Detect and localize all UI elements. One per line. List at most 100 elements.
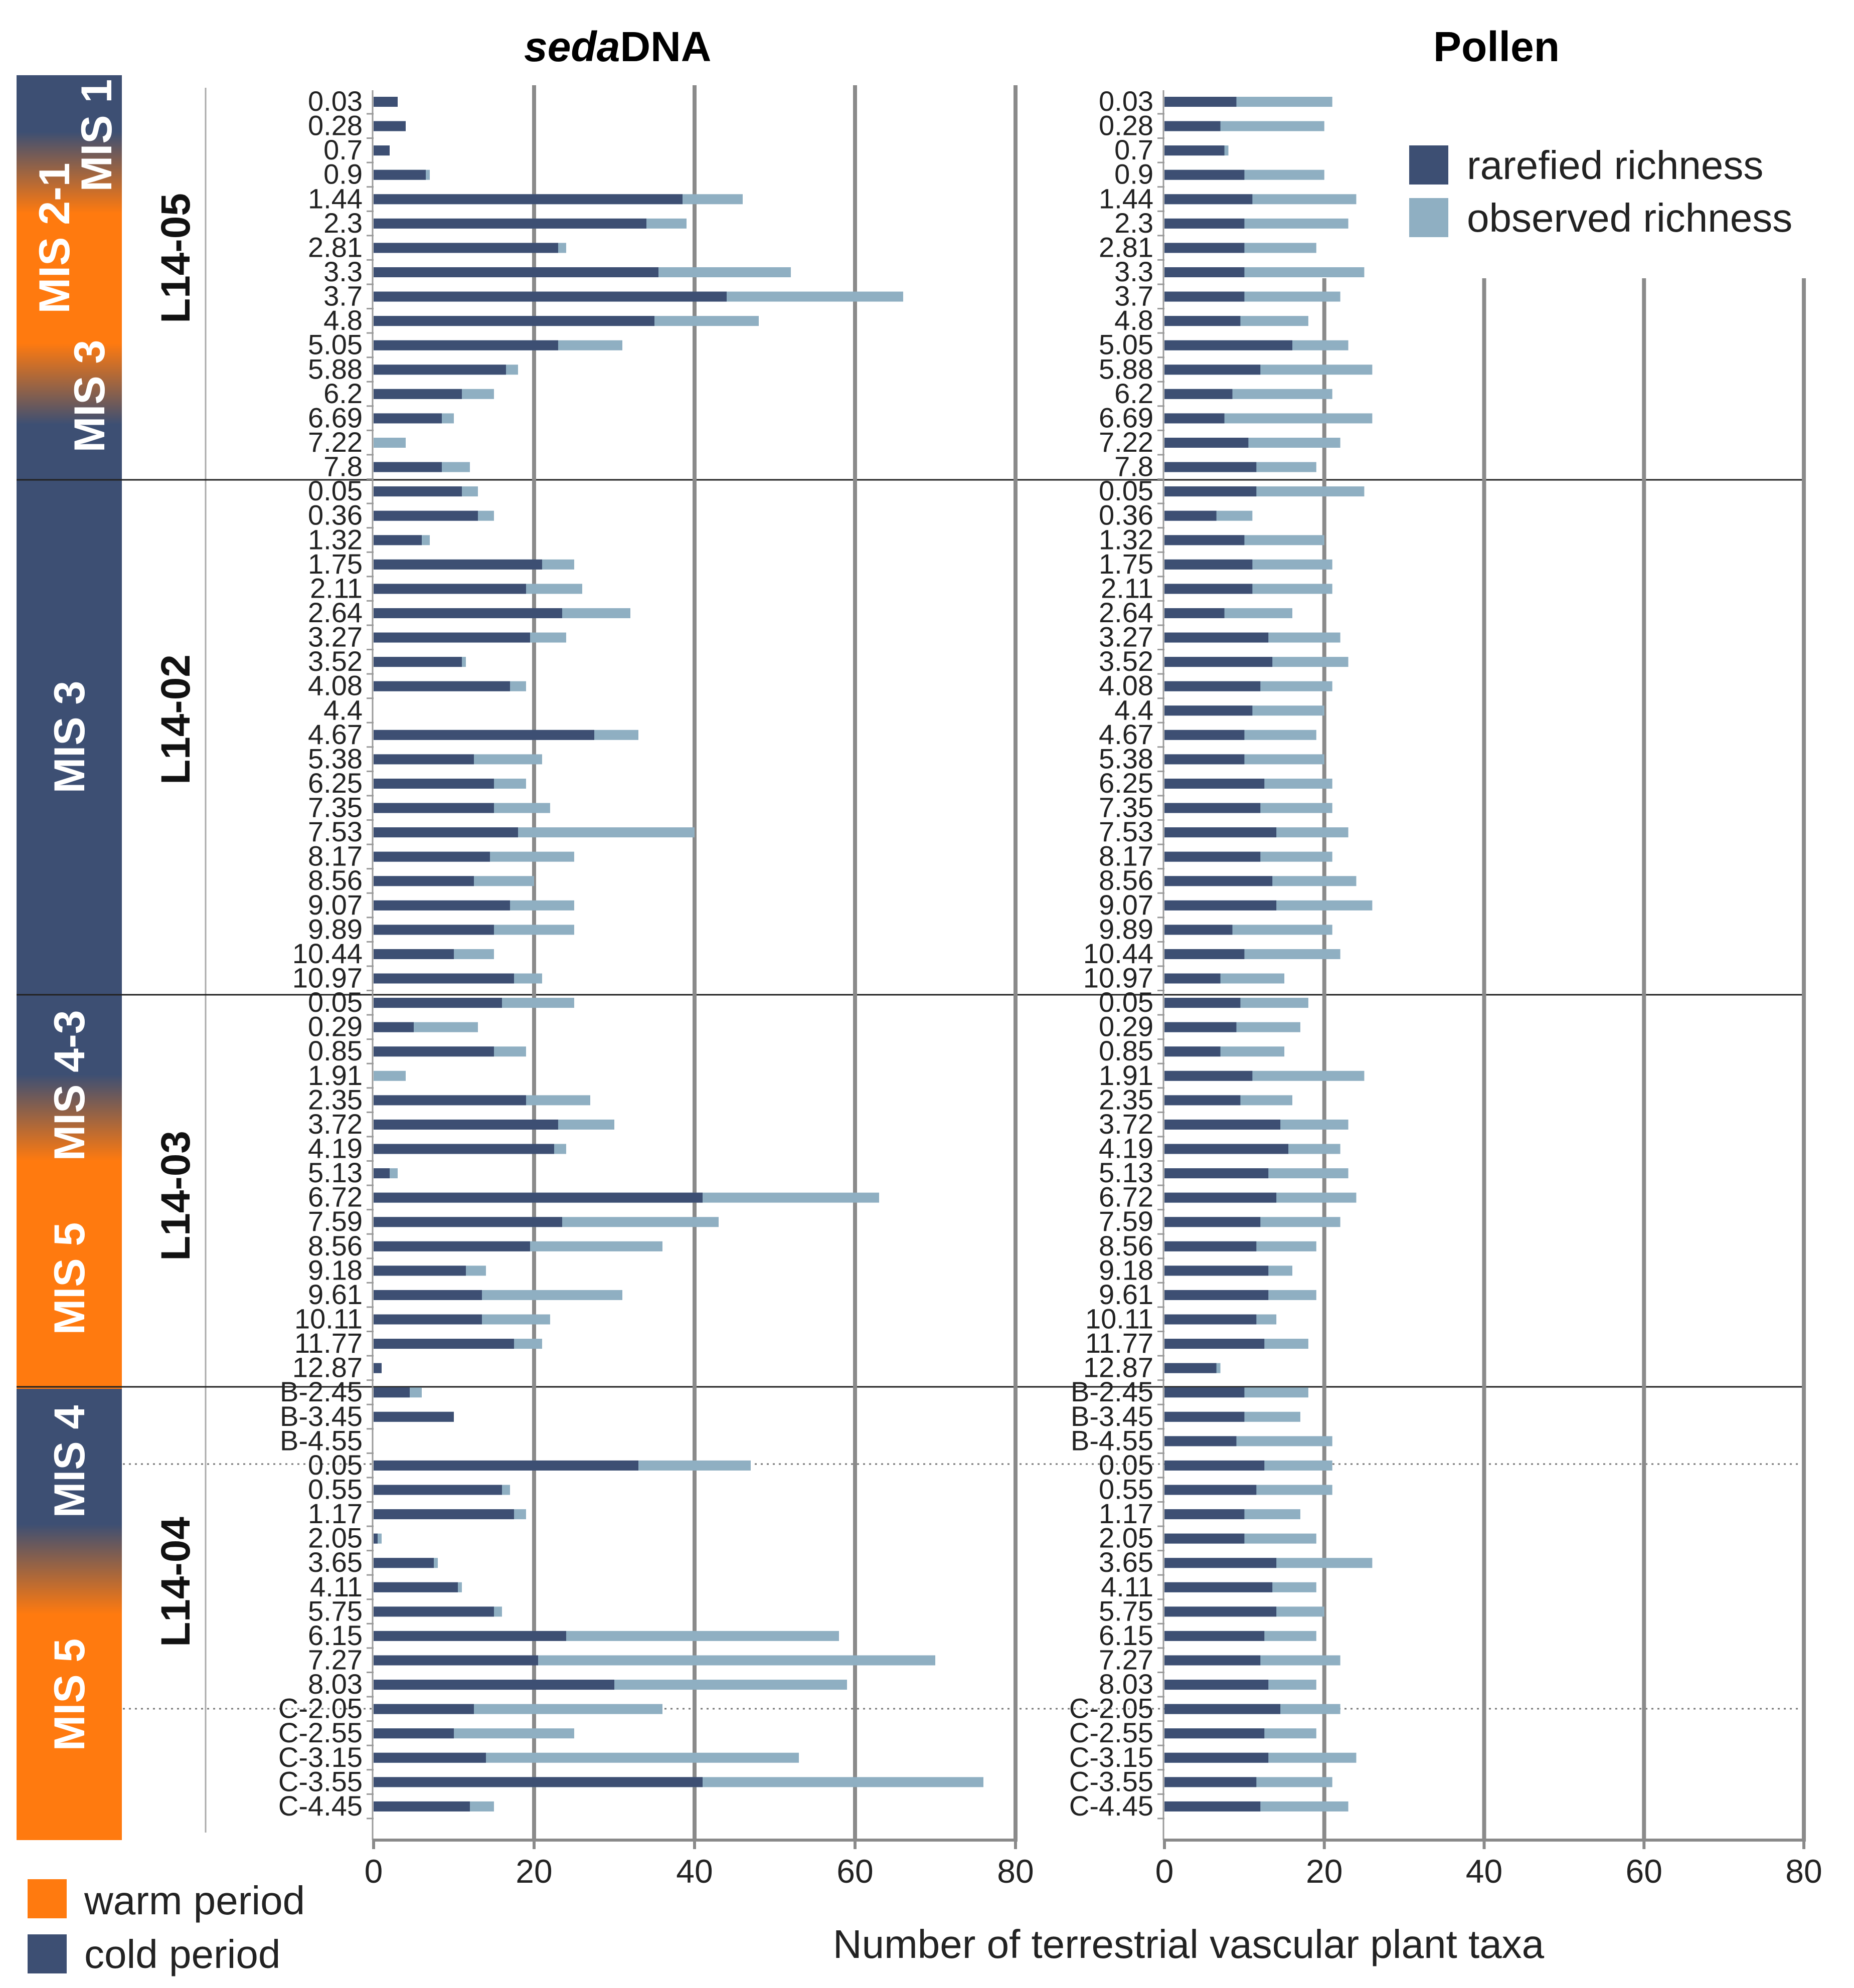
pollen-category-label: 2.35 <box>1099 1083 1153 1115</box>
pollen-x-tick-label: 80 <box>1785 1853 1822 1890</box>
sedadna-category-label: 3.7 <box>323 280 363 312</box>
pollen-rarefied-bar <box>1164 1752 1269 1763</box>
pollen-rarefied-bar <box>1164 340 1292 350</box>
sedadna-rarefied-bar <box>374 1631 566 1641</box>
pollen-rarefied-bar <box>1164 1655 1261 1666</box>
pollen-category-label: 4.19 <box>1099 1133 1153 1164</box>
pollen-rarefied-bar <box>1164 1022 1237 1032</box>
sedadna-rarefied-bar <box>374 925 494 935</box>
pollen-category-label: 5.75 <box>1099 1595 1153 1626</box>
pollen-category-label: 5.38 <box>1099 743 1153 774</box>
sedadna-rarefied-bar <box>374 949 454 959</box>
sedadna-rarefied-bar <box>374 1095 526 1106</box>
sedadna-title-italic: seda <box>524 23 620 70</box>
sedadna-rarefied-bar <box>374 121 406 131</box>
sedadna-category-label: B-2.45 <box>280 1376 363 1407</box>
pollen-rarefied-bar <box>1164 827 1277 838</box>
legend-observed-swatch <box>1409 198 1448 237</box>
pollen-rarefied-bar <box>1164 973 1221 984</box>
sedadna-rarefied-bar <box>374 365 506 375</box>
pollen-rarefied-bar <box>1164 803 1261 813</box>
mis-label: MIS 2-1 <box>31 162 79 313</box>
sedadna-category-label: 10.44 <box>292 938 363 969</box>
sedadna-rarefied-bar <box>374 1460 638 1471</box>
pollen-rarefied-bar <box>1164 1631 1265 1641</box>
pollen-category-label: 11.77 <box>1085 1327 1153 1359</box>
sedadna-category-label: 0.7 <box>323 134 363 165</box>
sedadna-rarefied-bar <box>374 1728 454 1739</box>
sedadna-category-label: 4.8 <box>323 304 363 336</box>
sedadna-category-label: 5.13 <box>308 1157 363 1188</box>
pollen-category-label: 5.88 <box>1099 353 1153 385</box>
sedadna-rarefied-bar <box>374 730 594 740</box>
sedadna-rarefied-bar <box>374 608 562 618</box>
pollen-category-label: 7.22 <box>1099 426 1153 458</box>
pollen-category-label: B-3.45 <box>1071 1400 1153 1432</box>
core-label-l14-03: L14-03 <box>153 1131 199 1261</box>
pollen-rarefied-bar <box>1164 705 1253 716</box>
sedadna-rarefied-bar <box>374 1363 382 1373</box>
sedadna-rarefied-bar <box>374 243 558 253</box>
sedadna-category-label: 9.61 <box>308 1279 363 1310</box>
sedadna-category-label: 7.59 <box>308 1205 363 1237</box>
pollen-rarefied-bar <box>1164 608 1225 618</box>
sedadna-rarefied-bar <box>374 1704 474 1714</box>
sedadna-category-label: 1.91 <box>308 1059 363 1091</box>
sedadna-category-label: 2.81 <box>308 231 363 263</box>
sedadna-category-label: 9.18 <box>308 1254 363 1286</box>
pollen-category-label: 10.11 <box>1085 1303 1153 1335</box>
sedadna-rarefied-bar <box>374 803 494 813</box>
pollen-category-label: 1.32 <box>1099 523 1153 555</box>
core-label-l14-02: L14-02 <box>153 654 199 785</box>
sedadna-category-label: 2.64 <box>308 597 363 628</box>
sedadna-panel: 0 20 40 60 800.030.280.70.91.442.32.813.33.7… <box>278 85 1034 1890</box>
sedadna-rarefied-bar <box>374 1655 538 1666</box>
pollen-rarefied-bar <box>1164 1704 1281 1714</box>
sedadna-title-rest: DNA <box>620 23 712 70</box>
sedadna-rarefied-bar <box>374 1558 434 1568</box>
sedadna-rarefied-bar <box>374 1509 514 1520</box>
pollen-rarefied-bar <box>1164 267 1245 277</box>
pollen-category-label: 5.13 <box>1099 1157 1153 1188</box>
pollen-rarefied-bar <box>1164 1411 1245 1422</box>
sedadna-category-label: 2.35 <box>308 1083 363 1115</box>
mis-label: MIS 5 <box>46 1639 94 1751</box>
pollen-rarefied-bar <box>1164 97 1237 107</box>
pollen-category-label: 0.36 <box>1099 499 1153 531</box>
x-axis-label: Number of terrestrial vascular plant tax… <box>833 1922 1545 1966</box>
sedadna-category-label: 7.8 <box>323 451 363 482</box>
pollen-rarefied-bar <box>1164 510 1217 521</box>
pollen-category-label: 6.25 <box>1099 767 1153 799</box>
sedadna-rarefied-bar <box>374 1680 614 1690</box>
sedadna-x-tick-label: 40 <box>676 1853 713 1890</box>
pollen-rarefied-bar <box>1164 1363 1217 1373</box>
mis-label: MIS 3 <box>66 340 114 453</box>
sedadna-category-label: 4.08 <box>308 670 363 701</box>
pollen-category-label: 7.27 <box>1099 1644 1153 1675</box>
sedadna-category-label: C-3.55 <box>278 1765 363 1797</box>
sedadna-category-label: 6.15 <box>308 1619 363 1651</box>
sedadna-x-tick-label: 80 <box>997 1853 1034 1890</box>
pollen-category-label: 1.44 <box>1099 183 1153 214</box>
pollen-category-label: 0.05 <box>1099 1449 1153 1481</box>
sedadna-rarefied-bar <box>374 1217 562 1227</box>
sedadna-category-label: 0.03 <box>308 85 363 117</box>
sedadna-x-tick-label: 0 <box>365 1853 383 1890</box>
sedadna-category-label: 12.87 <box>292 1352 363 1383</box>
sedadna-category-label: 10.97 <box>292 962 363 994</box>
pollen-category-label: 1.75 <box>1099 548 1153 580</box>
sedadna-category-label: 5.05 <box>308 329 363 360</box>
pollen-category-label: 4.8 <box>1114 304 1153 336</box>
pollen-rarefied-bar <box>1164 316 1241 326</box>
pollen-rarefied-bar <box>1164 1314 1257 1325</box>
sedadna-rarefied-bar <box>374 876 474 886</box>
pollen-rarefied-bar <box>1164 1046 1221 1057</box>
sedadna-category-label: 8.56 <box>308 1230 363 1261</box>
pollen-category-label: 3.52 <box>1099 645 1153 677</box>
sedadna-category-label: 0.05 <box>308 1449 363 1481</box>
pollen-rarefied-bar <box>1164 1168 1269 1179</box>
pollen-category-label: 3.3 <box>1114 256 1153 287</box>
mis-label: MIS 3 <box>46 681 94 794</box>
pollen-category-label: C-2.55 <box>1069 1717 1153 1748</box>
